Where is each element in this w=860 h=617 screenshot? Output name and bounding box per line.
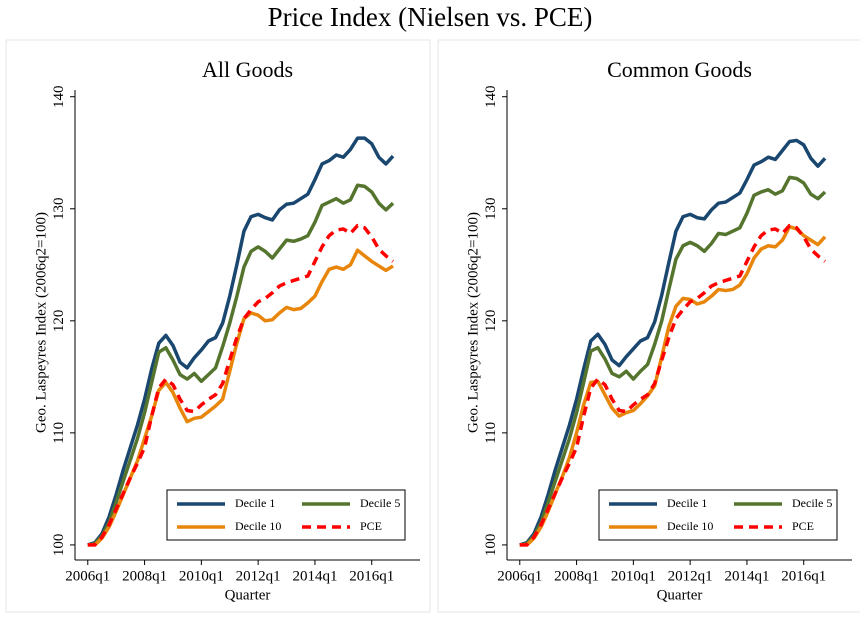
chart-title: Common Goods — [607, 57, 752, 82]
x-tick-label: 2006q1 — [65, 568, 110, 584]
series-line — [87, 223, 395, 547]
x-tick-label: 2008q1 — [122, 568, 167, 584]
legend-label: Decile 5 — [360, 496, 400, 510]
y-tick-label: 120 — [51, 310, 67, 333]
y-tick-label: 100 — [483, 534, 499, 557]
x-tick-label: 2010q1 — [611, 568, 656, 584]
x-tick-label: 2014q1 — [724, 568, 769, 584]
legend-label: PCE — [792, 519, 814, 533]
x-axis-title: Quarter — [225, 587, 271, 603]
y-tick-label: 130 — [483, 198, 499, 221]
legend-box — [598, 489, 838, 541]
y-tick-label: 140 — [483, 85, 499, 108]
y-tick-label: 120 — [483, 310, 499, 333]
legend-box — [166, 489, 406, 541]
series-line — [519, 223, 827, 547]
x-tick-label: 2012q1 — [668, 568, 713, 584]
legend-label: Decile 1 — [667, 496, 707, 510]
legend-label: Decile 10 — [235, 519, 281, 533]
x-tick-label: 2008q1 — [554, 568, 599, 584]
y-axis-title: Geo. Laspeyres Index (2006q2=100) — [33, 212, 49, 433]
legend-label: Decile 5 — [792, 496, 832, 510]
y-tick-label: 140 — [51, 85, 67, 108]
legend-label: PCE — [360, 519, 382, 533]
x-tick-label: 2016q1 — [349, 568, 394, 584]
y-tick-label: 110 — [483, 422, 499, 444]
x-tick-label: 2012q1 — [236, 568, 281, 584]
x-axis-title: Quarter — [657, 587, 703, 603]
chart-title: All Goods — [202, 57, 293, 82]
y-axis-title: Geo. Laspeyres Index (2006q2=100) — [465, 212, 481, 433]
series-line — [87, 136, 395, 547]
y-tick-label: 130 — [51, 198, 67, 221]
panel-border — [437, 39, 860, 613]
figure-title: Price Index (Nielsen vs. PCE) — [268, 2, 593, 32]
y-tick-label: 110 — [51, 422, 67, 444]
x-tick-label: 2010q1 — [179, 568, 224, 584]
panel-border — [5, 39, 431, 613]
x-tick-label: 2006q1 — [497, 568, 542, 584]
series-line — [519, 224, 827, 547]
series-line — [519, 175, 827, 547]
series-line — [87, 183, 395, 547]
legend-label: Decile 10 — [667, 519, 713, 533]
x-tick-label: 2014q1 — [292, 568, 337, 584]
legend-label: Decile 1 — [235, 496, 275, 510]
y-tick-label: 100 — [51, 534, 67, 557]
x-tick-label: 2016q1 — [781, 568, 826, 584]
series-line — [519, 138, 827, 547]
